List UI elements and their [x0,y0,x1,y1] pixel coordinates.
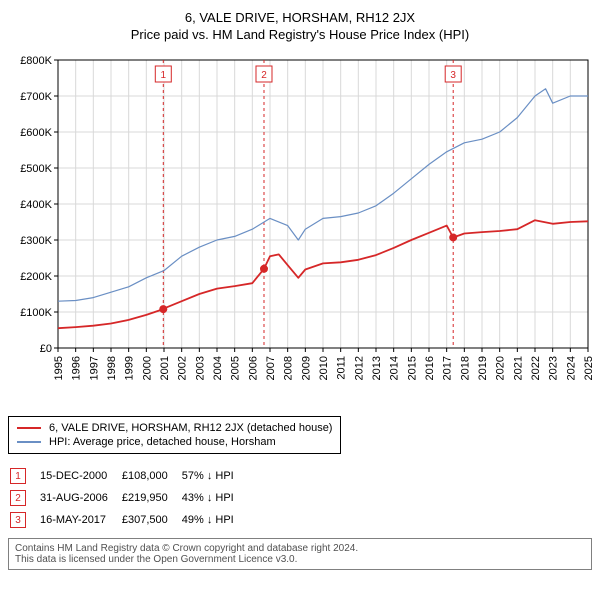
svg-text:2003: 2003 [194,356,206,380]
legend: 6, VALE DRIVE, HORSHAM, RH12 2JX (detach… [8,416,341,454]
svg-text:2005: 2005 [230,356,242,380]
marker-date: 15-DEC-2000 [40,466,120,486]
svg-text:2024: 2024 [565,356,577,380]
legend-swatch [17,441,41,443]
svg-text:1998: 1998 [106,356,118,380]
svg-text:2009: 2009 [300,356,312,380]
svg-text:£700K: £700K [20,91,52,103]
svg-text:1996: 1996 [71,356,83,380]
svg-text:2016: 2016 [424,356,436,380]
svg-text:2015: 2015 [406,356,418,380]
svg-text:2023: 2023 [548,356,560,380]
marker-row: 1 15-DEC-2000£108,00057% ↓ HPI [10,466,246,486]
chart-title-line1: 6, VALE DRIVE, HORSHAM, RH12 2JX [8,10,592,25]
svg-text:1999: 1999 [124,356,136,380]
svg-text:2007: 2007 [265,356,277,380]
svg-text:2008: 2008 [283,356,295,380]
svg-text:2020: 2020 [495,356,507,380]
marker-badge: 2 [10,490,26,506]
svg-text:1: 1 [161,70,167,81]
footer-line2: This data is licensed under the Open Gov… [15,554,585,565]
svg-text:2014: 2014 [389,356,401,380]
svg-text:£400K: £400K [20,199,52,211]
marker-pct: 43% ↓ HPI [182,488,246,508]
marker-table: 1 15-DEC-2000£108,00057% ↓ HPI 2 31-AUG-200… [8,464,248,532]
legend-item: HPI: Average price, detached house, Hors… [17,435,332,449]
svg-text:2025: 2025 [583,356,592,380]
attribution-footer: Contains HM Land Registry data © Crown c… [8,538,592,570]
svg-text:2002: 2002 [177,356,189,380]
svg-text:£200K: £200K [20,271,52,283]
svg-text:1995: 1995 [53,356,65,380]
svg-text:2011: 2011 [336,356,348,380]
marker-row: 3 16-MAY-2017£307,50049% ↓ HPI [10,510,246,530]
chart-title-line2: Price paid vs. HM Land Registry's House … [8,27,592,42]
svg-text:2017: 2017 [442,356,454,380]
marker-price: £307,500 [122,510,180,530]
footer-line1: Contains HM Land Registry data © Crown c… [15,543,585,554]
svg-text:£0: £0 [40,343,52,355]
svg-text:£600K: £600K [20,127,52,139]
svg-text:2000: 2000 [141,356,153,380]
svg-text:2022: 2022 [530,356,542,380]
marker-date: 16-MAY-2017 [40,510,120,530]
svg-text:£300K: £300K [20,235,52,247]
marker-price: £219,950 [122,488,180,508]
legend-label: HPI: Average price, detached house, Hors… [49,436,276,448]
svg-text:2021: 2021 [512,356,524,380]
svg-text:1997: 1997 [88,356,100,380]
legend-item: 6, VALE DRIVE, HORSHAM, RH12 2JX (detach… [17,421,332,435]
price-chart: £0 £100K £200K £300K £400K £500K £600K £700K £80… [8,50,592,410]
svg-text:2004: 2004 [212,356,224,380]
svg-text:2013: 2013 [371,356,383,380]
svg-text:2018: 2018 [459,356,471,380]
chart-container: £0 £100K £200K £300K £400K £500K £600K £700K £80… [8,50,592,410]
marker-date: 31-AUG-2006 [40,488,120,508]
marker-badge: 1 [10,468,26,484]
svg-text:2: 2 [261,70,267,81]
svg-text:2006: 2006 [247,356,259,380]
legend-label: 6, VALE DRIVE, HORSHAM, RH12 2JX (detach… [49,422,332,434]
svg-text:2010: 2010 [318,356,330,380]
svg-text:£100K: £100K [20,307,52,319]
svg-text:2012: 2012 [353,356,365,380]
marker-price: £108,000 [122,466,180,486]
marker-badge: 3 [10,512,26,528]
svg-text:2019: 2019 [477,356,489,380]
svg-text:2001: 2001 [159,356,171,380]
marker-pct: 49% ↓ HPI [182,510,246,530]
marker-row: 2 31-AUG-2006£219,95043% ↓ HPI [10,488,246,508]
legend-swatch [17,427,41,429]
marker-pct: 57% ↓ HPI [182,466,246,486]
svg-text:£500K: £500K [20,163,52,175]
svg-text:3: 3 [450,70,456,81]
svg-text:£800K: £800K [20,55,52,67]
